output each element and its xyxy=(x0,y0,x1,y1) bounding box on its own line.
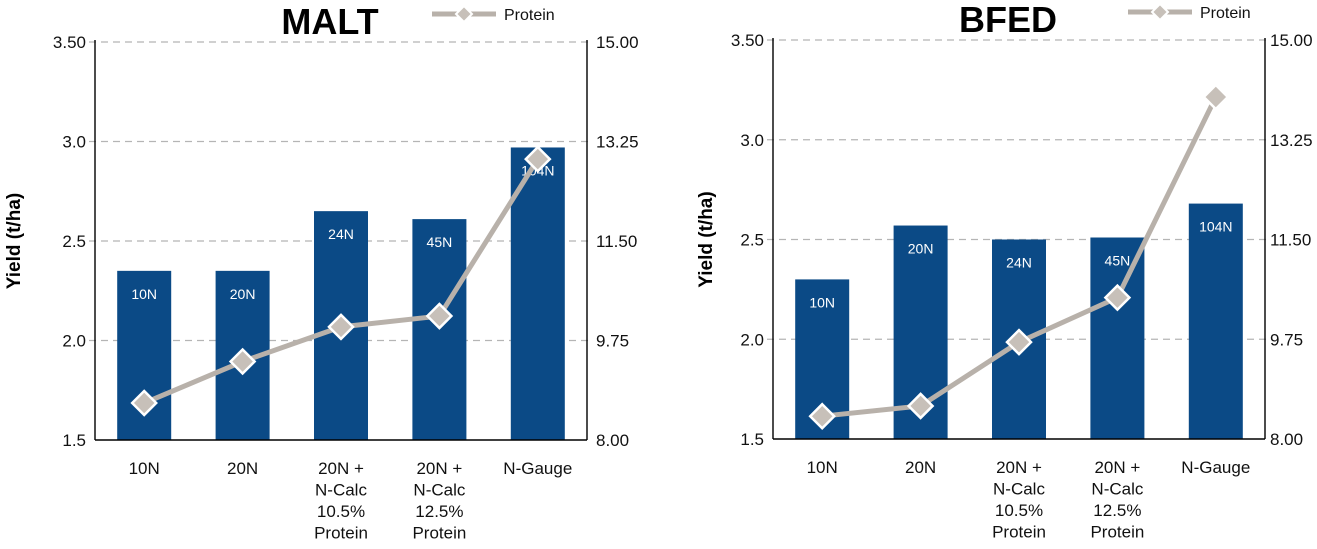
y2-tick-label: 11.50 xyxy=(1270,231,1311,250)
x-tick-label-line: 20N xyxy=(905,458,936,477)
x-tick-label-line: N-Gauge xyxy=(1181,458,1250,477)
protein-point xyxy=(524,145,552,173)
protein-point xyxy=(327,313,355,341)
y2-tick-label: 15.00 xyxy=(1270,31,1313,50)
y-tick-label: 3.50 xyxy=(53,33,86,52)
x-tick-label: N-Gauge xyxy=(503,459,572,478)
x-tick-label: 10N xyxy=(807,458,838,477)
bar-label: 24N xyxy=(328,226,354,242)
bar-label: 10N xyxy=(809,294,835,310)
protein-point xyxy=(906,392,935,420)
bar-label: 20N xyxy=(908,241,934,257)
x-tick-label-line: 20N xyxy=(227,459,258,478)
x-tick-label-line: Protein xyxy=(314,524,368,543)
y-tick-label: 2.5 xyxy=(740,231,764,250)
bar-label: 104N xyxy=(1199,219,1232,235)
protein-point xyxy=(1202,83,1230,111)
bar xyxy=(1090,237,1145,439)
y2-tick-label: 15.00 xyxy=(596,33,639,52)
x-tick-label: 20N + N-Calc 12.5% Protein xyxy=(412,459,466,543)
x-tick-label-line: Protein xyxy=(412,524,466,543)
x-tick-label-line: 12.5% xyxy=(415,502,463,521)
chart-panel-malt: 10N20N24N45N104N1.52.02.53.03.508.009.75… xyxy=(4,1,639,543)
x-tick-label-line: Protein xyxy=(1090,523,1144,542)
protein-point xyxy=(425,302,454,330)
y-tick-label: 3.50 xyxy=(731,31,764,50)
x-tick-label: N-Gauge xyxy=(1181,458,1250,477)
x-tick-label-line: N-Calc xyxy=(1091,480,1143,499)
x-tick-label-line: Protein xyxy=(992,523,1046,542)
y-axis-label: Yield (t/ha) xyxy=(4,193,25,289)
x-tick-label-line: 20N + xyxy=(1094,458,1140,477)
x-tick-label-line: N-Calc xyxy=(413,481,465,500)
bar-label: 10N xyxy=(131,286,157,302)
bar-label: 45N xyxy=(1105,253,1131,269)
x-tick-label-line: 10N xyxy=(807,458,838,477)
bar xyxy=(510,147,565,440)
legend-label: Protein xyxy=(504,7,555,24)
y2-tick-label: 8.00 xyxy=(596,431,629,450)
y-tick-label: 2.0 xyxy=(740,330,764,349)
y2-tick-label: 9.75 xyxy=(1270,330,1303,349)
x-tick-label: 20N xyxy=(227,459,258,478)
y-tick-label: 2.5 xyxy=(62,232,86,251)
legend-marker xyxy=(454,4,474,24)
x-tick-label: 20N + N-Calc 12.5% Protein xyxy=(1090,458,1144,542)
y2-tick-label: 11.50 xyxy=(596,232,637,251)
y-tick-label: 1.5 xyxy=(740,430,764,449)
y2-tick-label: 13.25 xyxy=(596,133,639,152)
x-tick-label-line: 10N xyxy=(129,459,160,478)
x-tick-label-line: 10.5% xyxy=(317,502,365,521)
y2-tick-label: 13.25 xyxy=(1270,131,1313,150)
x-tick-label-line: 20N + xyxy=(996,458,1042,477)
y-tick-label: 3.0 xyxy=(62,133,86,152)
chart-panel-bfed: 10N 20N 24N 45N 104N 1.5 2.0 2.5 3.0 3.50 8.00 9.75… xyxy=(696,0,1313,542)
y-tick-label: 1.5 xyxy=(62,431,86,450)
protein-point xyxy=(130,389,158,417)
x-tick-label-line: 20N + xyxy=(416,459,462,478)
x-tick-label: 20N + N-Calc 10.5% Protein xyxy=(314,459,368,543)
x-tick-label-line: 20N + xyxy=(318,459,364,478)
y2-tick-label: 9.75 xyxy=(596,332,629,351)
y2-tick-label: 8.00 xyxy=(1270,430,1303,449)
x-tick-label: 10N xyxy=(129,459,160,478)
y-tick-label: 3.0 xyxy=(740,131,764,150)
x-tick-label-line: N-Gauge xyxy=(503,459,572,478)
x-tick-label: 20N + N-Calc 10.5% Protein xyxy=(992,458,1046,542)
x-tick-label-line: 10.5% xyxy=(995,501,1043,520)
y-axis-label: Yield (t/ha) xyxy=(696,191,717,287)
protein-point xyxy=(1005,328,1033,356)
bar-label: 20N xyxy=(230,286,256,302)
protein-point xyxy=(1103,283,1132,312)
y-tick-label: 2.0 xyxy=(62,332,86,351)
x-tick-label-line: N-Calc xyxy=(315,481,367,500)
x-tick-label: 20N xyxy=(905,458,936,477)
x-tick-label-line: N-Calc xyxy=(993,480,1045,499)
legend-marker xyxy=(1150,2,1170,22)
bar xyxy=(1188,203,1243,439)
x-tick-label-line: 12.5% xyxy=(1093,501,1141,520)
protein-point xyxy=(228,347,257,376)
chart-title: MALT xyxy=(281,1,378,42)
bar-label: 24N xyxy=(1006,255,1032,271)
chart-title: BFED xyxy=(959,0,1057,40)
legend-label: Protein xyxy=(1200,5,1251,22)
bar-label: 45N xyxy=(427,234,453,250)
protein-point xyxy=(808,402,836,430)
